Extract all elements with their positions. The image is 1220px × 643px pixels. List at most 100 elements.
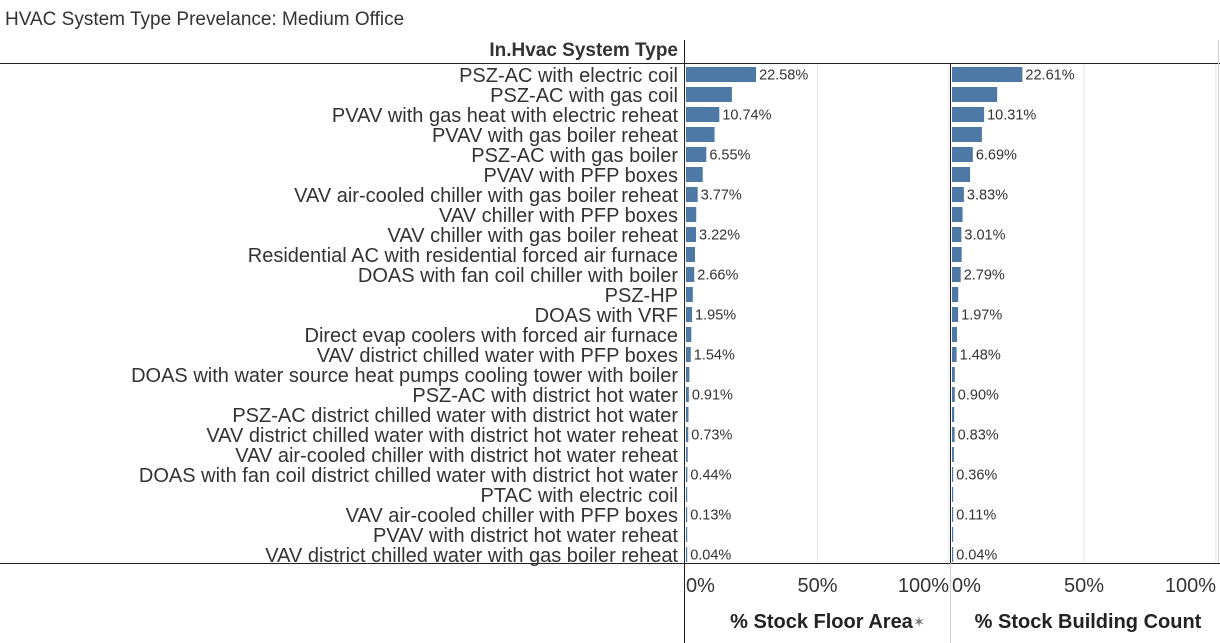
category-label[interactable]: VAV chiller with gas boiler reheat: [387, 225, 678, 247]
bar[interactable]: [952, 147, 973, 162]
category-label[interactable]: PSZ-AC district chilled water with distr…: [232, 405, 678, 427]
bar[interactable]: [952, 267, 961, 282]
category-label[interactable]: VAV district chilled water with district…: [206, 425, 678, 447]
bar[interactable]: [686, 387, 689, 402]
category-label[interactable]: PSZ-AC with electric coil: [459, 65, 678, 87]
bar[interactable]: [686, 187, 698, 202]
category-label[interactable]: DOAS with VRF: [535, 305, 678, 327]
pin-icon[interactable]: ✶: [913, 613, 926, 631]
bar[interactable]: [952, 427, 955, 442]
bar[interactable]: [952, 287, 959, 302]
data-label: 3.01%: [964, 228, 1005, 244]
bar[interactable]: [952, 387, 955, 402]
data-label: 0.13%: [690, 508, 731, 524]
category-label[interactable]: VAV chiller with PFP boxes: [439, 205, 678, 227]
data-label: 1.48%: [960, 348, 1001, 364]
x-tick-label: 0%: [952, 575, 981, 597]
data-label: 22.61%: [1025, 68, 1074, 84]
category-label[interactable]: Direct evap coolers with forced air furn…: [305, 325, 679, 347]
data-label: 1.54%: [694, 348, 735, 364]
bar[interactable]: [952, 467, 954, 482]
bar[interactable]: [686, 287, 693, 302]
data-label: 3.83%: [967, 188, 1008, 204]
bar[interactable]: [686, 307, 693, 322]
category-label[interactable]: VAV air-cooled chiller with gas boiler r…: [294, 185, 678, 207]
data-label: 10.31%: [987, 108, 1036, 124]
category-label[interactable]: PVAV with gas heat with electric reheat: [332, 105, 679, 127]
bar[interactable]: [686, 267, 695, 282]
category-label[interactable]: PSZ-AC with gas boiler: [471, 145, 678, 167]
data-label: 1.95%: [695, 308, 736, 324]
bar[interactable]: [952, 507, 954, 522]
bar[interactable]: [952, 407, 955, 422]
bar[interactable]: [952, 327, 957, 342]
category-label[interactable]: PSZ-AC with district hot water: [412, 385, 678, 407]
measure-title[interactable]: % Stock Floor Area: [730, 611, 914, 633]
dimension-header[interactable]: In.Hvac System Type: [489, 40, 678, 61]
bar[interactable]: [686, 487, 688, 502]
bar[interactable]: [686, 547, 688, 562]
category-label[interactable]: PVAV with gas boiler reheat: [432, 125, 678, 147]
bar[interactable]: [686, 247, 695, 262]
bar[interactable]: [686, 467, 688, 482]
category-label[interactable]: VAV air-cooled chiller with PFP boxes: [346, 505, 678, 527]
bar[interactable]: [952, 127, 982, 142]
bar[interactable]: [952, 307, 959, 322]
category-label[interactable]: PVAV with district hot water reheat: [373, 525, 678, 547]
bar[interactable]: [952, 207, 963, 222]
bar[interactable]: [686, 167, 703, 182]
data-label: 0.83%: [958, 428, 999, 444]
bar[interactable]: [686, 447, 688, 462]
bar[interactable]: [952, 227, 962, 242]
bar[interactable]: [686, 87, 732, 102]
category-label[interactable]: PSZ-HP: [605, 285, 678, 307]
category-label[interactable]: PVAV with PFP boxes: [483, 165, 678, 187]
bar[interactable]: [686, 367, 690, 382]
measure-title[interactable]: % Stock Building Count: [975, 611, 1202, 633]
bar[interactable]: [686, 347, 691, 362]
bar[interactable]: [952, 447, 954, 462]
bar[interactable]: [686, 127, 715, 142]
category-label[interactable]: VAV district chilled water with PFP boxe…: [317, 345, 678, 367]
bar[interactable]: [686, 527, 688, 542]
bar[interactable]: [952, 547, 954, 562]
data-label: 2.79%: [964, 268, 1005, 284]
category-label[interactable]: DOAS with fan coil district chilled wate…: [139, 465, 678, 487]
category-label[interactable]: PSZ-AC with gas coil: [490, 85, 678, 107]
bar[interactable]: [686, 407, 689, 422]
bar[interactable]: [952, 87, 998, 102]
bar[interactable]: [952, 67, 1023, 82]
bar[interactable]: [686, 327, 692, 342]
data-label: 0.91%: [692, 388, 733, 404]
bar[interactable]: [952, 187, 964, 202]
data-label: 0.36%: [956, 468, 997, 484]
bar[interactable]: [952, 347, 957, 362]
bar[interactable]: [686, 107, 720, 122]
bar[interactable]: [686, 207, 697, 222]
bar[interactable]: [952, 247, 962, 262]
x-tick-label: 100%: [1165, 575, 1216, 597]
bar[interactable]: [952, 367, 955, 382]
bar[interactable]: [952, 107, 985, 122]
bar[interactable]: [686, 67, 757, 82]
category-label[interactable]: Residential AC with residential forced a…: [248, 245, 678, 267]
category-label[interactable]: VAV district chilled water with gas boil…: [265, 545, 678, 567]
bar[interactable]: [952, 527, 954, 542]
bar[interactable]: [686, 147, 707, 162]
bar[interactable]: [952, 167, 971, 182]
bar[interactable]: [686, 427, 689, 442]
category-label[interactable]: VAV air-cooled chiller with district hot…: [235, 445, 678, 467]
category-label[interactable]: DOAS with water source heat pumps coolin…: [131, 365, 678, 387]
bar[interactable]: [686, 507, 688, 522]
category-label[interactable]: PTAC with electric coil: [481, 485, 678, 507]
data-label: 0.04%: [690, 548, 731, 564]
gridlines: [817, 62, 1217, 563]
bar[interactable]: [686, 227, 696, 242]
bar[interactable]: [952, 487, 954, 502]
data-label: 0.73%: [691, 428, 732, 444]
category-label[interactable]: DOAS with fan coil chiller with boiler: [358, 265, 678, 287]
data-label: 0.04%: [956, 548, 997, 564]
data-label: 6.69%: [976, 148, 1017, 164]
